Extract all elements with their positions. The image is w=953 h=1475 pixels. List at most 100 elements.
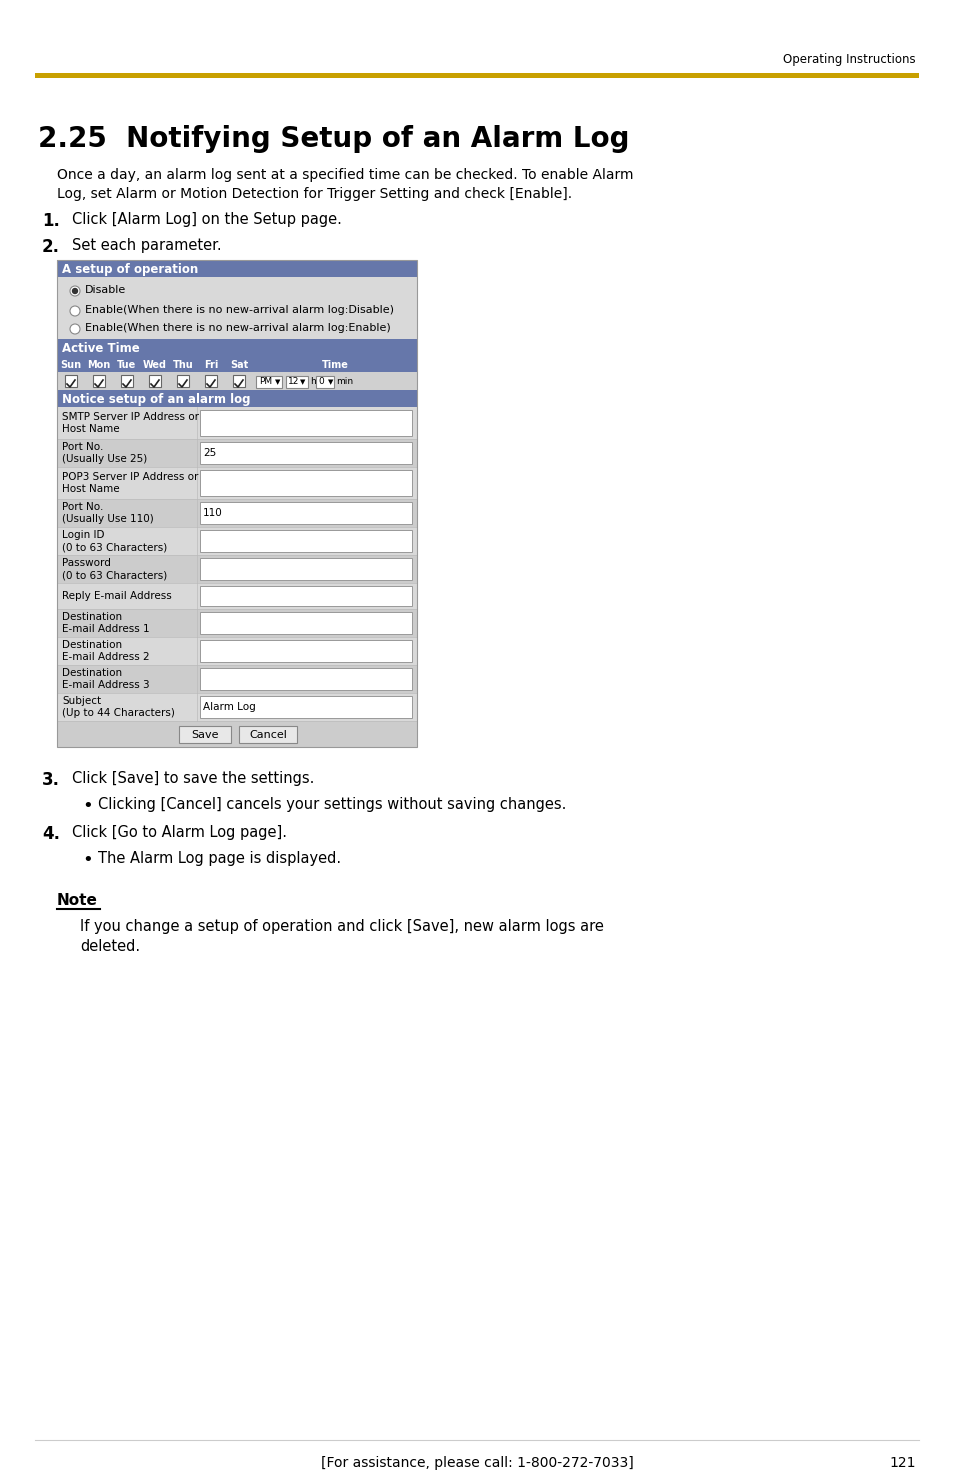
Bar — [112, 355, 141, 372]
Text: Host Name: Host Name — [62, 484, 119, 494]
Text: Port No.: Port No. — [62, 502, 103, 512]
Text: Enable(When there is no new-arrival alarm log:Enable): Enable(When there is no new-arrival alar… — [85, 323, 391, 333]
Bar — [57, 260, 416, 277]
Bar — [149, 375, 161, 386]
Text: SMTP Server IP Address or: SMTP Server IP Address or — [62, 412, 199, 422]
Bar — [141, 355, 169, 372]
Text: Operating Instructions: Operating Instructions — [782, 53, 915, 66]
Bar — [57, 555, 416, 583]
Text: Subject: Subject — [62, 696, 101, 707]
Bar — [57, 693, 416, 721]
Bar — [253, 355, 416, 372]
Text: Set each parameter.: Set each parameter. — [71, 237, 221, 254]
Bar — [57, 372, 416, 389]
Text: 3.: 3. — [42, 771, 60, 789]
Text: Sat: Sat — [230, 360, 248, 370]
Text: Login ID: Login ID — [62, 530, 105, 540]
Bar — [121, 375, 132, 386]
Bar — [57, 440, 416, 468]
Text: Thu: Thu — [172, 360, 193, 370]
Text: Cancel: Cancel — [249, 730, 287, 740]
Text: Save: Save — [191, 730, 218, 740]
Text: Wed: Wed — [143, 360, 167, 370]
Bar — [200, 502, 412, 524]
Bar — [57, 389, 416, 407]
Text: Click [Alarm Log] on the Setup page.: Click [Alarm Log] on the Setup page. — [71, 212, 341, 227]
Text: PM: PM — [258, 378, 272, 386]
Text: •: • — [82, 851, 92, 869]
Bar — [286, 376, 308, 388]
Bar — [57, 527, 416, 555]
Text: 0: 0 — [317, 378, 323, 386]
Text: Note: Note — [57, 892, 98, 909]
Bar — [177, 375, 189, 386]
Text: Tue: Tue — [117, 360, 136, 370]
Text: Reply E-mail Address: Reply E-mail Address — [62, 591, 172, 600]
Text: (Usually Use 25): (Usually Use 25) — [62, 454, 147, 465]
Text: 121: 121 — [888, 1456, 915, 1471]
Text: 2.: 2. — [42, 237, 60, 257]
Bar — [239, 726, 296, 743]
Circle shape — [72, 289, 77, 294]
Text: ▼: ▼ — [274, 379, 280, 385]
Text: Disable: Disable — [85, 285, 126, 295]
Text: ▼: ▼ — [328, 379, 333, 385]
Text: Enable(When there is no new-arrival alarm log:Disable): Enable(When there is no new-arrival alar… — [85, 305, 394, 316]
Bar — [225, 355, 253, 372]
Text: 4.: 4. — [42, 825, 60, 844]
Text: Click [Go to Alarm Log page].: Click [Go to Alarm Log page]. — [71, 825, 287, 839]
Text: min: min — [335, 378, 353, 386]
Text: Password: Password — [62, 558, 111, 568]
Bar — [200, 442, 412, 465]
Bar — [57, 499, 416, 527]
Bar — [65, 375, 77, 386]
Text: Time: Time — [321, 360, 348, 370]
Text: Fri: Fri — [204, 360, 218, 370]
Bar — [200, 640, 412, 662]
Bar — [57, 260, 416, 746]
Bar — [196, 355, 225, 372]
Bar — [35, 72, 918, 78]
Text: Clicking [Cancel] cancels your settings without saving changes.: Clicking [Cancel] cancels your settings … — [98, 796, 566, 813]
Circle shape — [70, 286, 80, 296]
Text: Mon: Mon — [88, 360, 111, 370]
Bar — [57, 339, 416, 355]
Text: Host Name: Host Name — [62, 423, 119, 434]
Text: Once a day, an alarm log sent at a specified time can be checked. To enable Alar: Once a day, an alarm log sent at a speci… — [57, 168, 633, 201]
Bar — [200, 558, 412, 580]
Bar — [233, 375, 245, 386]
Text: [For assistance, please call: 1-800-272-7033]: [For assistance, please call: 1-800-272-… — [320, 1456, 633, 1471]
Bar — [200, 612, 412, 634]
Bar — [57, 637, 416, 665]
Bar — [200, 696, 412, 718]
Text: If you change a setup of operation and click [Save], new alarm logs are
deleted.: If you change a setup of operation and c… — [80, 919, 603, 954]
Bar — [200, 410, 412, 437]
Text: Port No.: Port No. — [62, 442, 103, 451]
Text: Active Time: Active Time — [62, 342, 139, 354]
Bar — [92, 375, 105, 386]
Text: Sun: Sun — [60, 360, 81, 370]
Text: Click [Save] to save the settings.: Click [Save] to save the settings. — [71, 771, 314, 786]
Bar — [200, 530, 412, 552]
Bar — [57, 355, 85, 372]
Bar — [57, 583, 416, 609]
Text: E-mail Address 1: E-mail Address 1 — [62, 624, 150, 634]
Text: (0 to 63 Characters): (0 to 63 Characters) — [62, 569, 167, 580]
Text: E-mail Address 3: E-mail Address 3 — [62, 680, 150, 690]
Text: 25: 25 — [203, 448, 216, 459]
Circle shape — [70, 324, 80, 333]
Text: Destination: Destination — [62, 640, 122, 650]
Bar — [200, 586, 412, 606]
Bar — [57, 468, 416, 499]
Text: •: • — [82, 796, 92, 816]
Text: (Up to 44 Characters): (Up to 44 Characters) — [62, 708, 174, 718]
Bar — [179, 726, 231, 743]
Text: h: h — [310, 378, 315, 386]
Bar — [57, 721, 416, 746]
Circle shape — [70, 305, 80, 316]
Text: 1.: 1. — [42, 212, 60, 230]
Text: The Alarm Log page is displayed.: The Alarm Log page is displayed. — [98, 851, 341, 866]
Text: 2.25  Notifying Setup of an Alarm Log: 2.25 Notifying Setup of an Alarm Log — [38, 125, 629, 153]
Bar — [85, 355, 112, 372]
Bar — [315, 376, 334, 388]
